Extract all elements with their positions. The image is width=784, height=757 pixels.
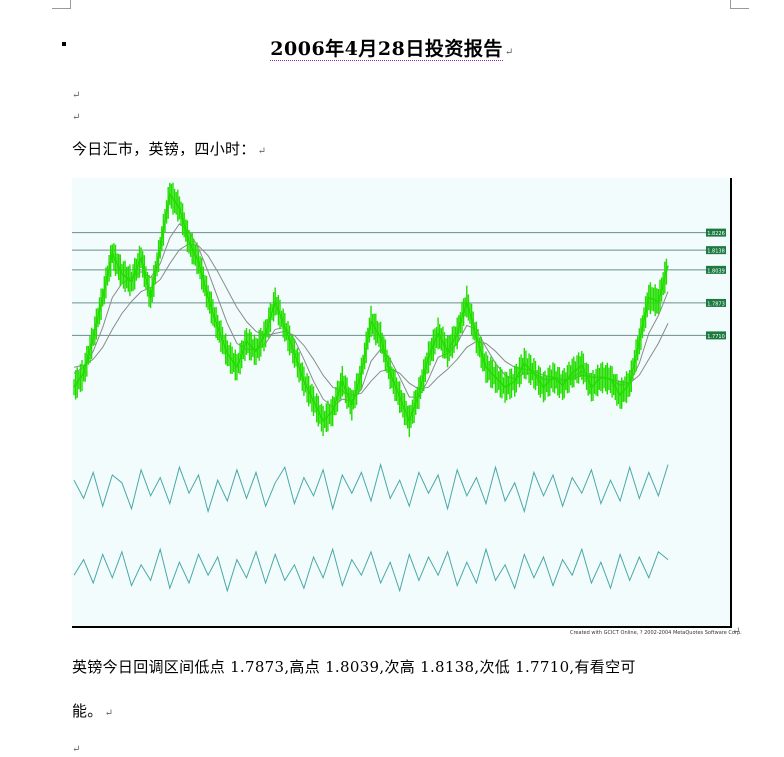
page-corner-marker-right [730,0,749,9]
price-level-tag [706,246,726,255]
analysis-paragraph-line2[interactable]: 能。 ↵ [72,700,113,721]
indicator-1-line [73,462,669,514]
chart-credit: Created with GCICT Online, ? 2002-2004 M… [570,630,742,636]
price-level-label: 1.8226 [707,231,725,237]
intro-text: 今日汇市，英镑，四小时： [72,140,256,158]
paragraph-mark-icon: ↵ [257,146,267,157]
price-line [73,191,669,424]
paragraph-mark-icon: ↵ [104,708,114,719]
intro-paragraph[interactable]: 今日汇市，英镑，四小时： ↵ [72,138,266,159]
indicator-2-line [73,547,669,593]
price-level-tag [706,331,726,340]
title-text: 2006年4月28日投资报告 [270,38,503,61]
paragraph-mark-icon: ↵ [732,626,741,637]
empty-paragraph[interactable]: ↵ [72,744,81,755]
empty-paragraph[interactable]: ↵ [72,90,81,101]
price-level-label: 1.7873 [707,301,725,307]
forex-chart-svg: 1.8226 1.8138 1.8039 1.7873 1.7710 [72,182,726,593]
page-corner-marker-left [52,0,71,9]
price-level-label: 1.8138 [707,249,725,255]
price-level-tag [706,265,726,274]
price-level-label: 1.7710 [707,334,725,340]
forex-chart-image[interactable]: 1.8226 1.8138 1.8039 1.7873 1.7710 [72,178,732,628]
bullet-marker [62,42,66,46]
price-level-tag [706,228,726,237]
empty-paragraph[interactable]: ↵ [72,112,81,123]
analysis-text: 能。 [72,702,103,720]
analysis-paragraph-line1[interactable]: 英镑今日回调区间低点 1.7873,高点 1.8039,次高 1.8138,次低… [72,658,636,676]
price-level-tag [706,298,726,307]
price-level-label: 1.8039 [707,268,725,274]
paragraph-mark-icon: ↵ [504,47,514,58]
document-title[interactable]: 2006年4月28日投资报告 ↵ [0,34,784,61]
